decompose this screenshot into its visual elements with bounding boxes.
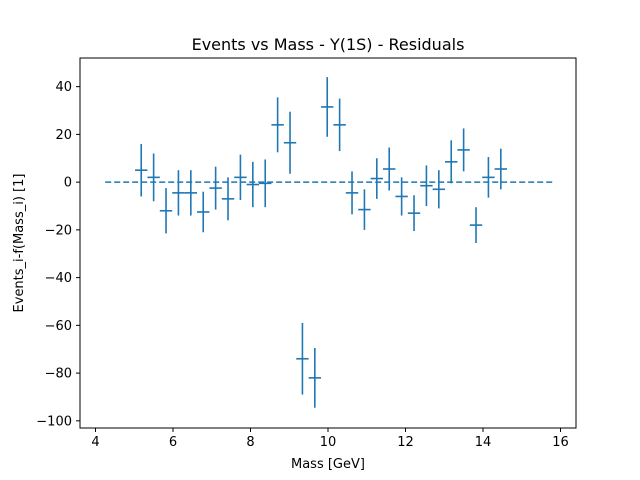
data-point — [197, 191, 210, 233]
x-tick-label: 14 — [475, 435, 492, 450]
data-point — [135, 143, 148, 197]
data-point — [172, 170, 185, 216]
data-point — [383, 147, 396, 191]
y-tick-label: 20 — [55, 128, 72, 143]
data-point — [246, 161, 260, 208]
x-tick-label: 8 — [246, 435, 254, 450]
data-point — [457, 128, 470, 172]
data-point — [407, 195, 421, 232]
y-axis-label: Events_i-f(Mass_i) [1] — [12, 174, 27, 313]
data-point — [321, 77, 334, 137]
data-point — [345, 171, 359, 215]
data-point — [209, 166, 222, 210]
plot-area — [105, 77, 553, 408]
data-point — [445, 140, 458, 184]
data-point — [234, 154, 247, 201]
x-axis: 4 6 8 10 12 14 16 — [91, 428, 569, 450]
x-tick-label: 16 — [552, 435, 569, 450]
data-point — [308, 348, 322, 408]
data-point — [296, 322, 309, 395]
y-tick-label: −40 — [45, 271, 72, 286]
data-point — [370, 158, 384, 199]
y-tick-label: −100 — [36, 414, 72, 429]
data-point — [221, 177, 235, 221]
data-point — [358, 189, 371, 230]
data-point — [420, 165, 433, 206]
y-tick-label: −20 — [45, 223, 72, 238]
y-tick-label: −80 — [45, 367, 72, 382]
y-tick-label: 40 — [55, 80, 72, 95]
data-point — [333, 98, 346, 152]
data-point — [482, 157, 495, 198]
x-tick-label: 12 — [397, 435, 414, 450]
data-point — [184, 170, 198, 216]
x-axis-label: Mass [GeV] — [291, 457, 365, 472]
x-tick-label: 10 — [320, 435, 337, 450]
data-point — [395, 177, 408, 216]
y-tick-label: −60 — [45, 319, 72, 334]
chart-title: Events vs Mass - Y(1S) - Residuals — [192, 35, 465, 54]
data-point — [432, 170, 446, 209]
y-axis: −100 −80 −60 −40 −20 0 20 40 — [36, 80, 80, 429]
data-point — [283, 111, 297, 174]
x-tick-label: 6 — [169, 435, 177, 450]
data-point — [259, 159, 272, 208]
data-point — [271, 97, 284, 153]
data-point — [147, 153, 160, 202]
y-tick-label: 0 — [64, 176, 72, 191]
data-point — [494, 148, 508, 190]
x-tick-label: 4 — [91, 435, 99, 450]
data-point — [469, 207, 483, 243]
data-point — [159, 188, 173, 234]
